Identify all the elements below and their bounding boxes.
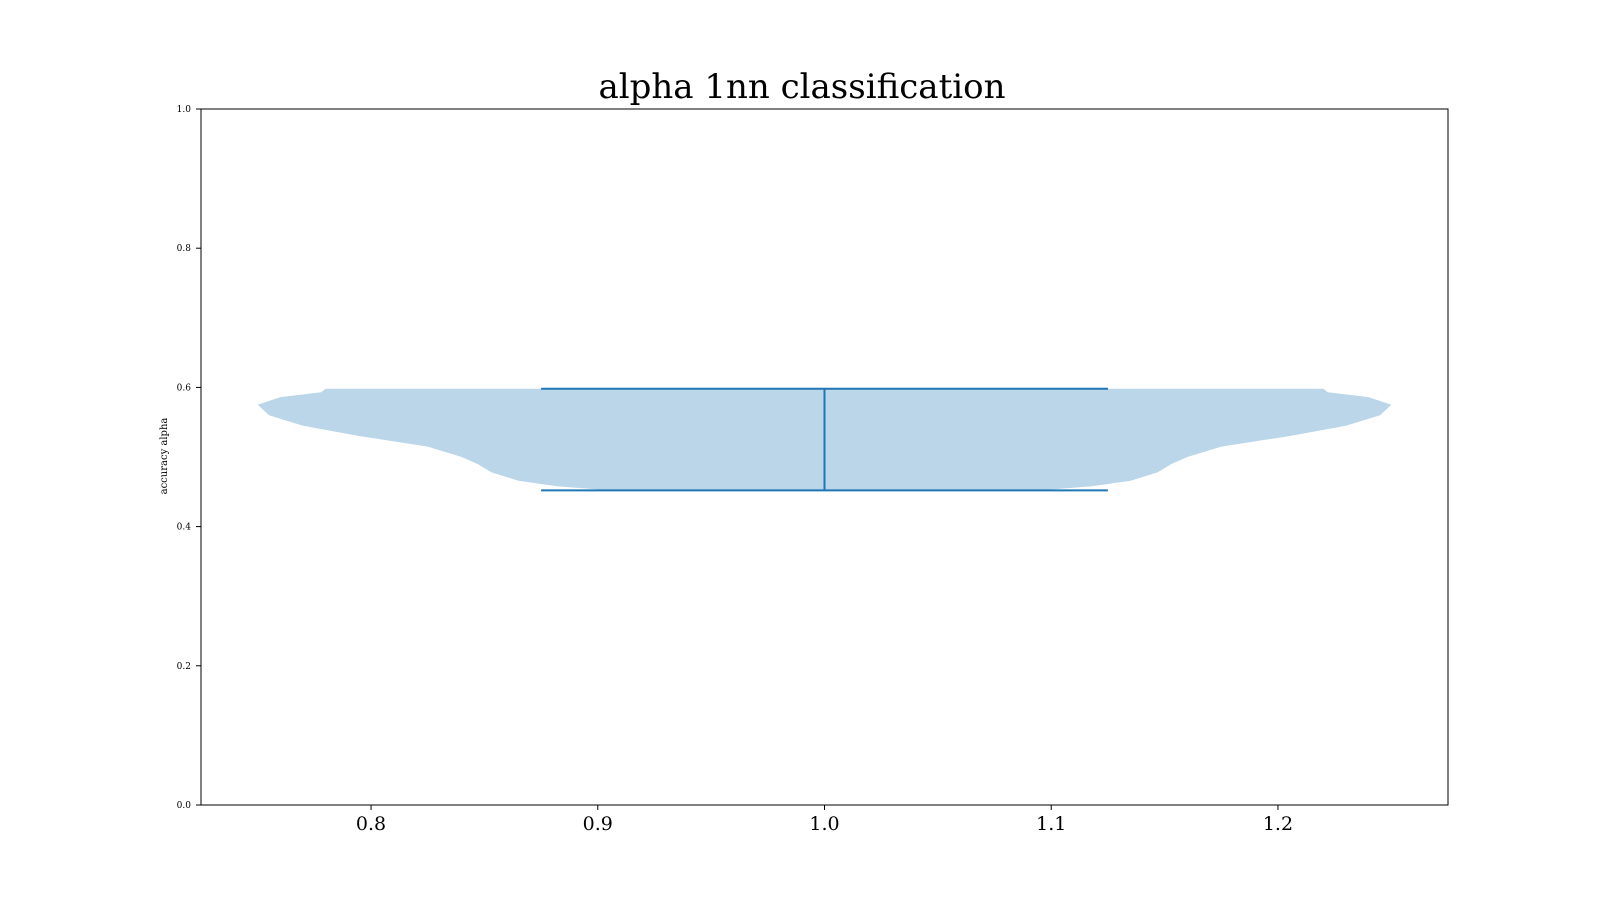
y-tick-label: 0.2 — [177, 662, 191, 672]
x-tick-label: 0.9 — [583, 813, 613, 835]
violin-layer — [257, 387, 1392, 492]
y-axis: 0.0 0.2 0.4 0.6 0.8 1.0 — [177, 105, 201, 811]
y-tick-label: 1.0 — [177, 105, 192, 115]
x-tick-label: 1.0 — [809, 813, 839, 835]
plot-frame — [200, 108, 1449, 806]
y-tick-label: 0.6 — [177, 383, 192, 393]
chart-title: alpha 1nn classification — [599, 67, 1006, 107]
x-tick-label: 1.2 — [1263, 813, 1293, 835]
x-tick-label: 1.1 — [1036, 813, 1066, 835]
y-tick-label: 0.4 — [177, 523, 192, 533]
y-tick-label: 0.0 — [177, 801, 192, 811]
x-axis: 0.8 0.9 1.0 1.1 1.2 — [356, 805, 1293, 835]
x-tick-label: 0.8 — [356, 813, 386, 835]
y-axis-label: accuracy alpha — [159, 418, 170, 495]
y-tick-label: 0.8 — [177, 244, 192, 254]
